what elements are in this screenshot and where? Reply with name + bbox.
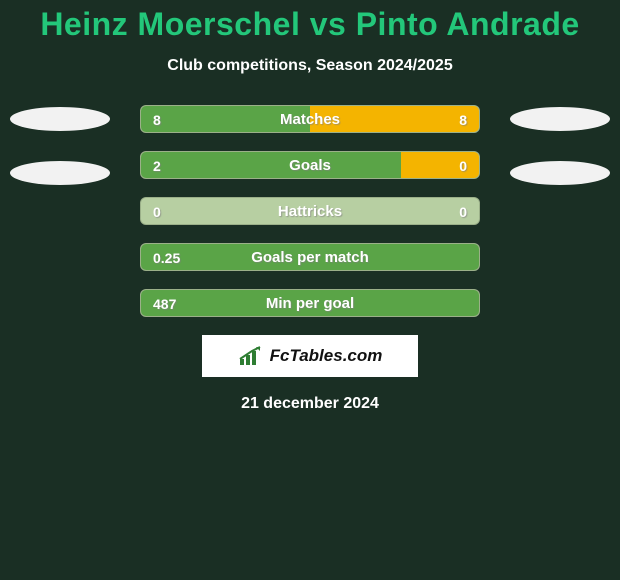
player-avatar-left bbox=[10, 107, 110, 131]
comparison-infographic: Heinz Moerschel vs Pinto Andrade Club co… bbox=[0, 0, 620, 580]
metric-label: Goals bbox=[141, 152, 479, 179]
metric-label: Goals per match bbox=[141, 244, 479, 271]
chart-area: 88Matches 20Goals 00Hattricks 0.25Goals per… bbox=[0, 105, 620, 317]
metric-label: Min per goal bbox=[141, 290, 479, 317]
metric-row: 487Min per goal bbox=[0, 289, 620, 317]
bar-track: 00Hattricks bbox=[140, 197, 480, 225]
metric-label: Hattricks bbox=[141, 198, 479, 225]
bar-track: 20Goals bbox=[140, 151, 480, 179]
player-avatar-left bbox=[10, 161, 110, 185]
metric-row: 88Matches bbox=[0, 105, 620, 133]
bar-track: 487Min per goal bbox=[140, 289, 480, 317]
metric-label: Matches bbox=[141, 106, 479, 133]
metric-row: 20Goals bbox=[0, 151, 620, 179]
bar-track: 0.25Goals per match bbox=[140, 243, 480, 271]
fctables-icon bbox=[238, 345, 264, 367]
subtitle: Club competitions, Season 2024/2025 bbox=[0, 57, 620, 75]
date-label: 21 december 2024 bbox=[0, 395, 620, 413]
metric-row: 00Hattricks bbox=[0, 197, 620, 225]
player-avatar-right bbox=[510, 107, 610, 131]
metric-row: 0.25Goals per match bbox=[0, 243, 620, 271]
bar-track: 88Matches bbox=[140, 105, 480, 133]
source-logo: FcTables.com bbox=[202, 335, 418, 377]
logo-text: FcTables.com bbox=[270, 346, 383, 366]
page-title: Heinz Moerschel vs Pinto Andrade bbox=[0, 6, 620, 43]
player-avatar-right bbox=[510, 161, 610, 185]
